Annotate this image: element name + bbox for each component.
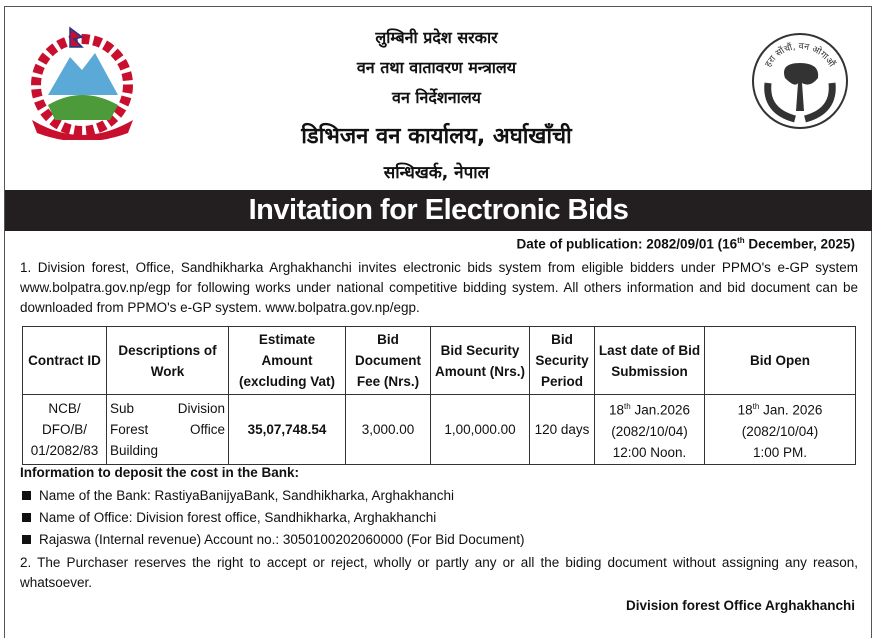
bank-info-item: Name of the Bank: RastiyaBanijyaBank, Sa…	[20, 486, 858, 506]
work-description: Sub Division Forest Office Building	[106, 394, 229, 465]
bid-document-fee: 3,000.00	[345, 394, 431, 465]
office-name: डिभिजन वन कार्यालय, अर्घाखाँची	[301, 124, 572, 149]
contract-id: NCB/ DFO/B/ 01/2082/83	[22, 394, 107, 465]
purchaser-rights-paragraph: 2. The Purchaser reserves the right to a…	[20, 555, 858, 590]
bullet-icon	[22, 513, 31, 522]
bullet-icon	[22, 535, 31, 544]
bank-info-heading: Information to deposit the cost in the B…	[20, 465, 300, 480]
table-header-row: Contract ID Descriptions of Work Estimat…	[22, 326, 856, 395]
province-name: लुम्बिनी प्रदेश सरकार	[375, 28, 498, 47]
invitation-paragraph: 1. Division forest, Office, Sandhikharka…	[20, 260, 858, 315]
bid-details-table: Contract ID Descriptions of Work Estimat…	[22, 326, 856, 465]
notice-title: Invitation for Electronic Bids	[5, 190, 872, 231]
bullet-icon	[22, 491, 31, 500]
col-header: Contract ID	[22, 326, 107, 395]
col-header: Descriptions of Work	[106, 326, 229, 395]
bank-info-item: Name of Office: Division forest office, …	[20, 508, 858, 528]
submission-deadline: 18th Jan.2026 (2082/10/04) 12:00 Noon.	[594, 394, 705, 465]
col-header: Bid Security Period	[529, 326, 595, 395]
col-header: Estimate Amount (excluding Vat)	[228, 326, 346, 395]
ministry-name: वन तथा वातावरण मन्त्रालय	[356, 58, 517, 77]
office-location: सन्धिखर्क, नेपाल	[383, 163, 490, 183]
col-header: Bid Open	[704, 326, 856, 395]
col-header: Bid Security Amount (Nrs.)	[430, 326, 530, 395]
forest-hands-tree-logo: हरा सोंचौं, वन ओगाऔं	[752, 33, 848, 129]
bank-info-item: Rajaswa (Internal revenue) Account no.: …	[20, 530, 858, 550]
col-header: Last date of Bid Submission	[594, 326, 705, 395]
nepal-emblem-logo	[31, 26, 133, 140]
publication-date: Date of publication: 2082/09/01 (16th De…	[516, 236, 855, 252]
notice-border	[4, 6, 872, 638]
bid-open-date: 18th Jan. 2026 (2082/10/04) 1:00 PM.	[704, 394, 856, 465]
bid-security-period: 120 days	[529, 394, 595, 465]
table-row: NCB/ DFO/B/ 01/2082/83 Sub Division Fore…	[22, 394, 856, 465]
bid-security-amount: 1,00,000.00	[430, 394, 530, 465]
estimate-amount: 35,07,748.54	[228, 394, 346, 465]
col-header: Bid Document Fee (Nrs.)	[345, 326, 431, 395]
signature-office: Division forest Office Arghakhanchi	[625, 598, 855, 613]
directorate-name: वन निर्देशनालय	[392, 88, 481, 107]
